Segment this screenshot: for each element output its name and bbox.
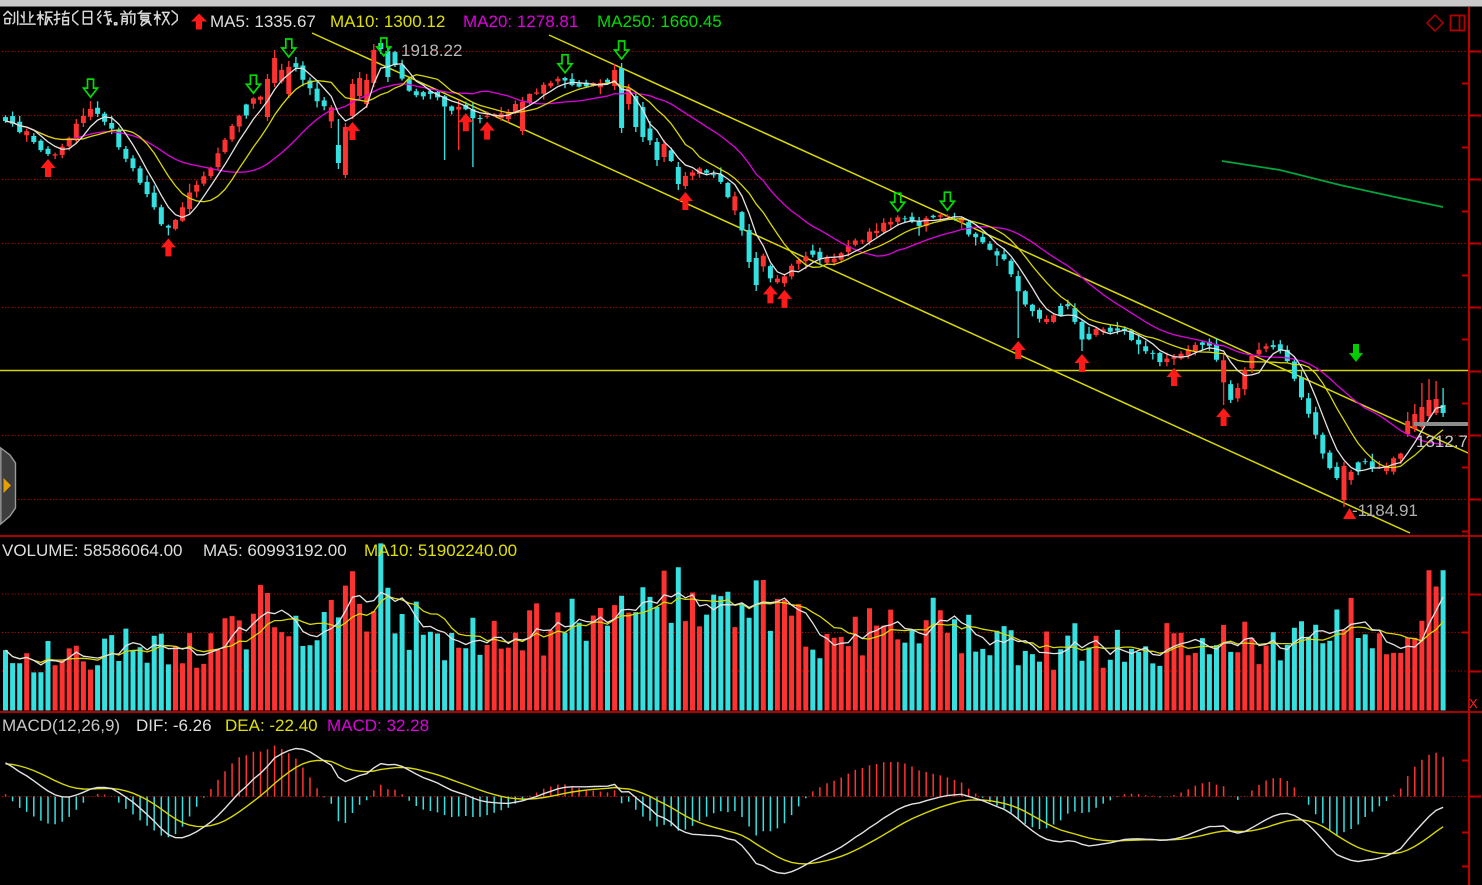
svg-text:MA250: 1660.45: MA250: 1660.45 <box>597 12 722 31</box>
svg-text:1918.22: 1918.22 <box>401 41 462 60</box>
svg-text:1312.7: 1312.7 <box>1416 432 1468 451</box>
svg-text:-1184.91: -1184.91 <box>1352 501 1418 520</box>
svg-text:VOLUME: 58586064.00: VOLUME: 58586064.00 <box>2 541 183 560</box>
svg-text:MACD(12,26,9): MACD(12,26,9) <box>2 716 120 735</box>
svg-text:MA5: 60993192.00: MA5: 60993192.00 <box>203 541 347 560</box>
svg-text:DIF: -6.26: DIF: -6.26 <box>136 716 212 735</box>
svg-text:MA20: 1278.81: MA20: 1278.81 <box>463 12 578 31</box>
svg-text:MA5: 1335.67: MA5: 1335.67 <box>210 12 316 31</box>
svg-text:MA10: 51902240.00: MA10: 51902240.00 <box>364 541 517 560</box>
svg-text:DEA: -22.40: DEA: -22.40 <box>225 716 318 735</box>
svg-text:MA10: 1300.12: MA10: 1300.12 <box>330 12 445 31</box>
svg-text:MACD: 32.28: MACD: 32.28 <box>327 716 429 735</box>
svg-text:X: X <box>1469 696 1478 711</box>
